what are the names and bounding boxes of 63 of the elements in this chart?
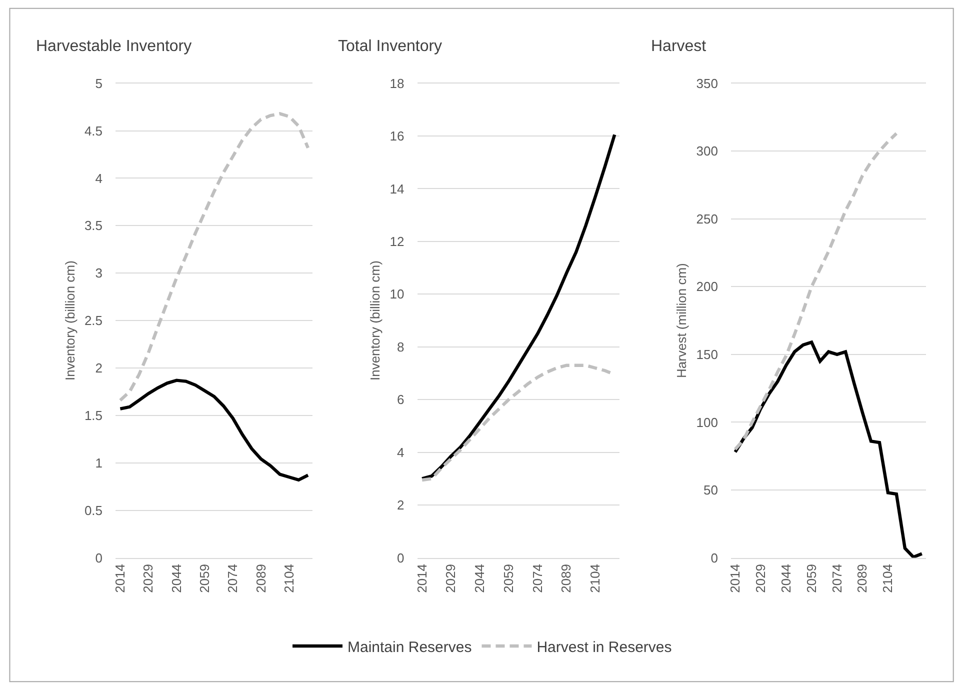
- y-tick-label: 4: [95, 170, 103, 186]
- chart-title: Harvestable Inventory: [36, 38, 192, 55]
- y-tick-label: 2: [397, 498, 404, 513]
- y-tick-label: 3.5: [84, 218, 103, 234]
- y-axis-title: Harvest (million cm): [674, 263, 690, 378]
- y-tick-label: 4.5: [84, 123, 103, 138]
- x-tick-label: 2059: [804, 564, 819, 593]
- y-tick-label: 10: [390, 286, 404, 302]
- y-axis-title: Inventory (billion cm): [62, 260, 78, 381]
- x-tick-label: 2074: [829, 564, 844, 593]
- y-tick-label: 300: [696, 144, 718, 159]
- x-tick-label: 2089: [854, 564, 870, 593]
- y-tick-label: 16: [390, 128, 404, 144]
- line-series: [734, 132, 898, 451]
- y-tick-label: 0.5: [84, 502, 103, 518]
- x-tick-label: 2014: [414, 564, 430, 593]
- y-tick-label: 0: [710, 550, 718, 566]
- chart-title: Total Inventory: [338, 38, 442, 55]
- x-tick-label: 2089: [253, 564, 268, 593]
- y-tick-label: 2: [95, 360, 103, 376]
- line-series: [420, 133, 616, 480]
- y-tick-label: 200: [696, 279, 718, 294]
- line-series: [118, 112, 310, 402]
- line-series: [118, 378, 310, 482]
- x-tick-label: 2104: [880, 564, 896, 593]
- y-tick-label: 2.5: [84, 313, 103, 328]
- y-tick-label: 5: [95, 76, 103, 91]
- x-tick-label: 2029: [443, 564, 458, 593]
- y-tick-label: 150: [696, 346, 718, 362]
- x-tick-label: 2044: [168, 564, 184, 593]
- y-tick-label: 350: [696, 76, 718, 91]
- x-tick-label: 2074: [530, 564, 545, 593]
- x-tick-label: 2059: [500, 564, 516, 593]
- x-tick-label: 2014: [727, 564, 742, 593]
- y-tick-label: 8: [397, 339, 404, 354]
- y-tick-label: 4: [397, 444, 404, 460]
- y-tick-label: 12: [390, 234, 404, 250]
- x-tick-label: 2014: [112, 564, 128, 593]
- y-tick-label: 6: [397, 392, 404, 408]
- y-tick-label: 3: [95, 266, 103, 281]
- line-series: [734, 340, 924, 558]
- legend-label: Harvest in Reserves: [536, 638, 672, 656]
- x-tick-label: 2104: [281, 564, 296, 593]
- chart-title: Harvest: [651, 38, 707, 55]
- y-axis-title: Inventory (billion cm): [368, 260, 383, 381]
- x-tick-label: 2089: [558, 564, 574, 593]
- y-tick-label: 0: [397, 550, 404, 566]
- y-tick-label: 100: [696, 414, 718, 430]
- legend-label: Maintain Reserves: [348, 638, 472, 656]
- y-tick-label: 14: [390, 181, 404, 196]
- y-tick-label: 18: [390, 76, 404, 91]
- x-tick-label: 2059: [196, 564, 212, 593]
- y-tick-label: 1.5: [84, 408, 103, 423]
- y-tick-label: 250: [696, 211, 718, 226]
- x-tick-label: 2044: [778, 564, 794, 593]
- x-tick-label: 2029: [140, 564, 156, 593]
- x-tick-label: 2104: [588, 564, 603, 593]
- y-tick-label: 1: [95, 455, 103, 470]
- y-tick-label: 50: [703, 482, 718, 498]
- y-tick-label: 0: [95, 550, 103, 566]
- x-tick-label: 2029: [752, 564, 768, 593]
- x-tick-label: 2074: [225, 564, 240, 593]
- x-tick-label: 2044: [472, 564, 488, 593]
